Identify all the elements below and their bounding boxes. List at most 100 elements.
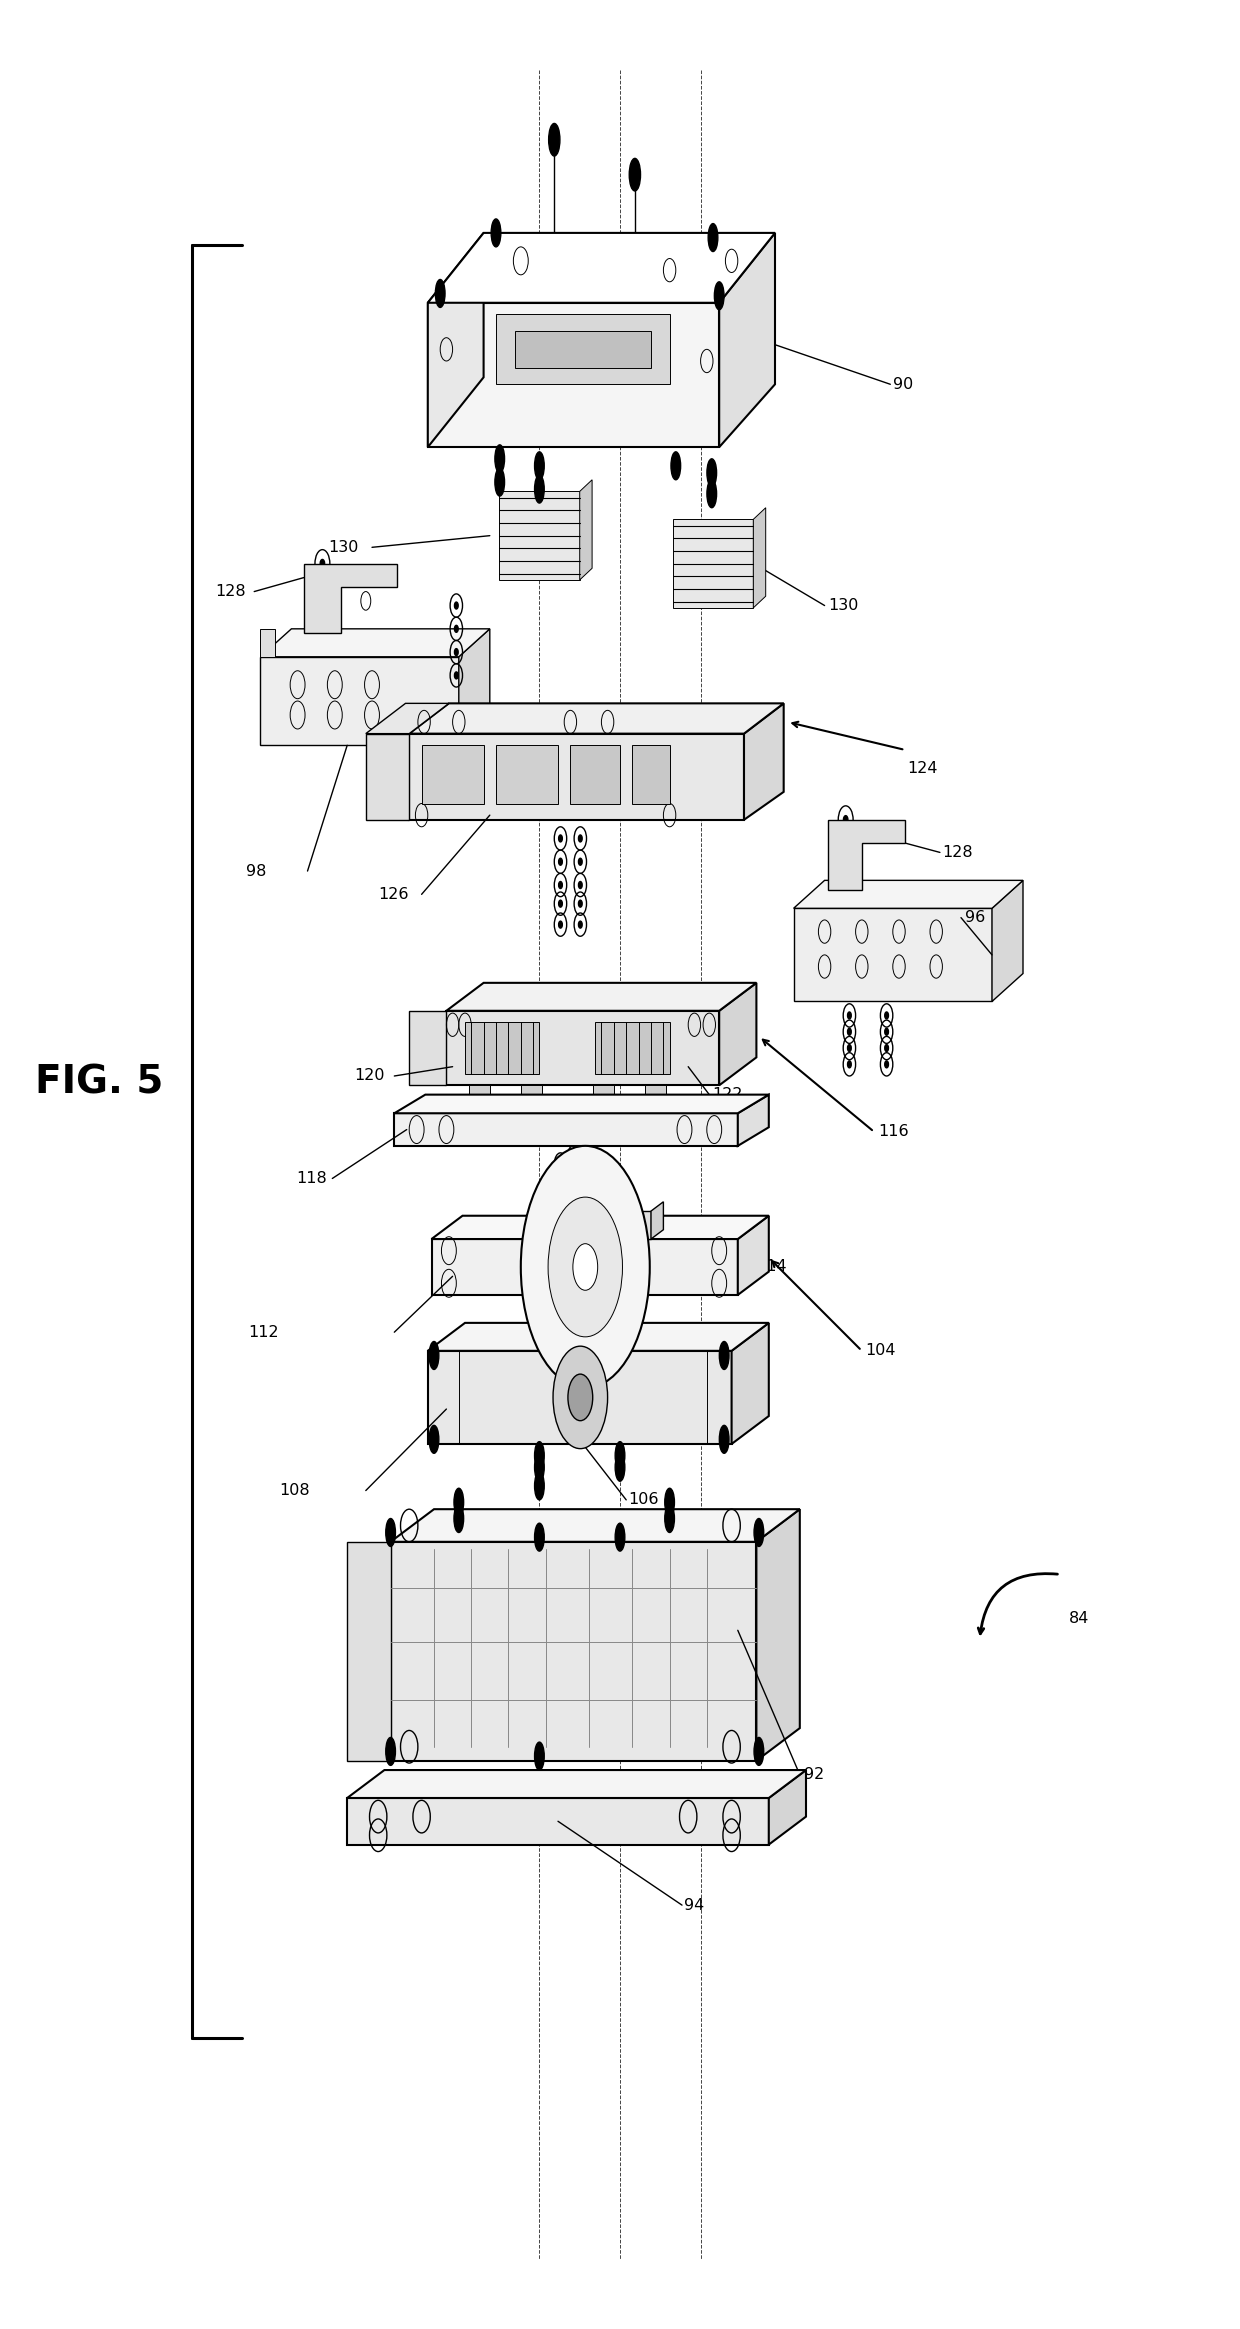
Polygon shape bbox=[260, 629, 490, 657]
Ellipse shape bbox=[386, 1737, 396, 1765]
Ellipse shape bbox=[534, 475, 544, 503]
Circle shape bbox=[843, 848, 848, 857]
Polygon shape bbox=[304, 564, 397, 633]
Text: 112: 112 bbox=[248, 1325, 279, 1339]
Polygon shape bbox=[347, 1770, 806, 1798]
Ellipse shape bbox=[629, 158, 641, 191]
Polygon shape bbox=[422, 745, 484, 804]
Ellipse shape bbox=[708, 224, 718, 252]
Text: 124: 124 bbox=[908, 762, 939, 776]
Ellipse shape bbox=[386, 1519, 396, 1546]
Circle shape bbox=[558, 920, 563, 927]
Circle shape bbox=[553, 1346, 608, 1449]
Circle shape bbox=[320, 559, 325, 568]
Text: 110: 110 bbox=[717, 1386, 748, 1400]
Polygon shape bbox=[432, 1216, 769, 1239]
Circle shape bbox=[558, 834, 563, 843]
Polygon shape bbox=[428, 1323, 769, 1351]
Polygon shape bbox=[428, 1351, 732, 1444]
Polygon shape bbox=[432, 1239, 738, 1295]
Ellipse shape bbox=[719, 1342, 729, 1369]
Polygon shape bbox=[391, 1509, 800, 1542]
Ellipse shape bbox=[754, 1519, 764, 1546]
Ellipse shape bbox=[707, 480, 717, 508]
Text: 114: 114 bbox=[756, 1260, 787, 1274]
Ellipse shape bbox=[534, 452, 544, 480]
Polygon shape bbox=[347, 1798, 769, 1845]
Circle shape bbox=[320, 575, 325, 585]
Polygon shape bbox=[521, 1085, 542, 1109]
Polygon shape bbox=[496, 314, 670, 384]
Circle shape bbox=[320, 592, 325, 601]
Circle shape bbox=[884, 1011, 888, 1020]
Polygon shape bbox=[828, 820, 905, 890]
Text: 92: 92 bbox=[804, 1768, 823, 1782]
Circle shape bbox=[548, 1197, 622, 1337]
Text: 118: 118 bbox=[296, 1171, 327, 1185]
Circle shape bbox=[572, 1190, 574, 1195]
Polygon shape bbox=[645, 1085, 666, 1109]
Ellipse shape bbox=[714, 282, 724, 310]
Text: 106: 106 bbox=[629, 1493, 660, 1507]
Polygon shape bbox=[719, 233, 775, 447]
Polygon shape bbox=[595, 1022, 670, 1074]
Circle shape bbox=[848, 1060, 852, 1067]
Polygon shape bbox=[738, 1216, 769, 1295]
Polygon shape bbox=[428, 233, 775, 303]
Text: 90: 90 bbox=[893, 377, 913, 391]
Ellipse shape bbox=[534, 1472, 544, 1500]
Polygon shape bbox=[428, 303, 719, 447]
Circle shape bbox=[843, 831, 848, 841]
Text: 120: 120 bbox=[353, 1069, 384, 1083]
Ellipse shape bbox=[429, 1342, 439, 1369]
Ellipse shape bbox=[665, 1505, 675, 1532]
Circle shape bbox=[454, 671, 459, 680]
Ellipse shape bbox=[665, 1488, 675, 1516]
Polygon shape bbox=[756, 1509, 800, 1761]
Polygon shape bbox=[394, 1095, 769, 1113]
Circle shape bbox=[848, 1011, 852, 1020]
Ellipse shape bbox=[534, 1523, 544, 1551]
Polygon shape bbox=[496, 745, 558, 804]
Circle shape bbox=[884, 1060, 888, 1067]
Polygon shape bbox=[409, 703, 784, 734]
Text: 98: 98 bbox=[246, 864, 265, 878]
Polygon shape bbox=[366, 734, 409, 820]
Ellipse shape bbox=[615, 1442, 625, 1470]
Text: 122: 122 bbox=[712, 1088, 743, 1102]
Text: 116: 116 bbox=[878, 1125, 909, 1139]
Polygon shape bbox=[570, 745, 620, 804]
Circle shape bbox=[454, 601, 459, 608]
Text: 128: 128 bbox=[942, 845, 973, 859]
Ellipse shape bbox=[495, 445, 505, 473]
Polygon shape bbox=[394, 1113, 738, 1146]
Polygon shape bbox=[459, 629, 490, 745]
Text: 128: 128 bbox=[215, 585, 246, 599]
Polygon shape bbox=[992, 880, 1023, 1001]
Polygon shape bbox=[579, 480, 593, 580]
Circle shape bbox=[572, 1171, 574, 1176]
Polygon shape bbox=[593, 1085, 614, 1109]
Polygon shape bbox=[651, 1202, 663, 1239]
Circle shape bbox=[578, 899, 583, 908]
Text: FIG. 5: FIG. 5 bbox=[35, 1064, 164, 1102]
Ellipse shape bbox=[454, 1505, 464, 1532]
Circle shape bbox=[568, 1374, 593, 1421]
Circle shape bbox=[558, 1197, 563, 1206]
Circle shape bbox=[884, 1043, 888, 1053]
Ellipse shape bbox=[719, 1425, 729, 1453]
Ellipse shape bbox=[429, 1425, 439, 1453]
Polygon shape bbox=[515, 331, 651, 368]
Text: 104: 104 bbox=[866, 1344, 897, 1358]
Circle shape bbox=[558, 880, 563, 887]
Circle shape bbox=[454, 647, 459, 657]
Polygon shape bbox=[465, 1022, 539, 1074]
Text: 94: 94 bbox=[684, 1898, 704, 1912]
Text: 96: 96 bbox=[965, 911, 985, 925]
Ellipse shape bbox=[534, 1453, 544, 1481]
Circle shape bbox=[578, 880, 583, 887]
Ellipse shape bbox=[495, 468, 505, 496]
Polygon shape bbox=[446, 983, 756, 1011]
Circle shape bbox=[572, 1153, 574, 1158]
Polygon shape bbox=[732, 1323, 769, 1444]
